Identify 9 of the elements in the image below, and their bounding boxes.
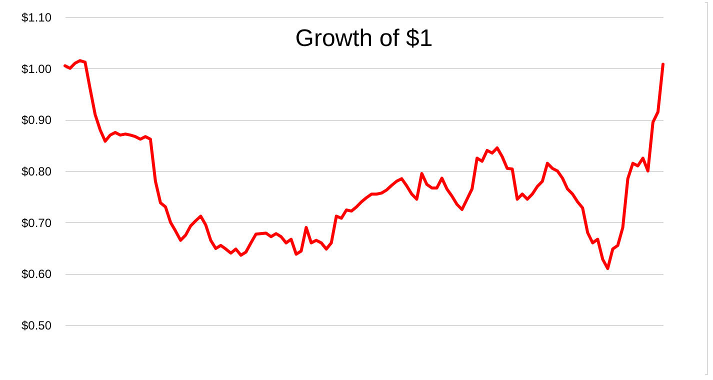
y-tick-label: $1.10: [21, 10, 52, 24]
line-series: [64, 59, 664, 270]
y-tick-label: $1.00: [21, 62, 52, 76]
y-tick-label: $0.90: [21, 113, 52, 128]
chart-title: Growth of $1: [295, 25, 433, 52]
y-tick-label: $0.80: [21, 164, 52, 178]
y-tick-label: $0.50: [21, 318, 52, 332]
y-tick-label: $0.70: [21, 216, 52, 230]
y-tick-label: $0.60: [21, 267, 52, 282]
